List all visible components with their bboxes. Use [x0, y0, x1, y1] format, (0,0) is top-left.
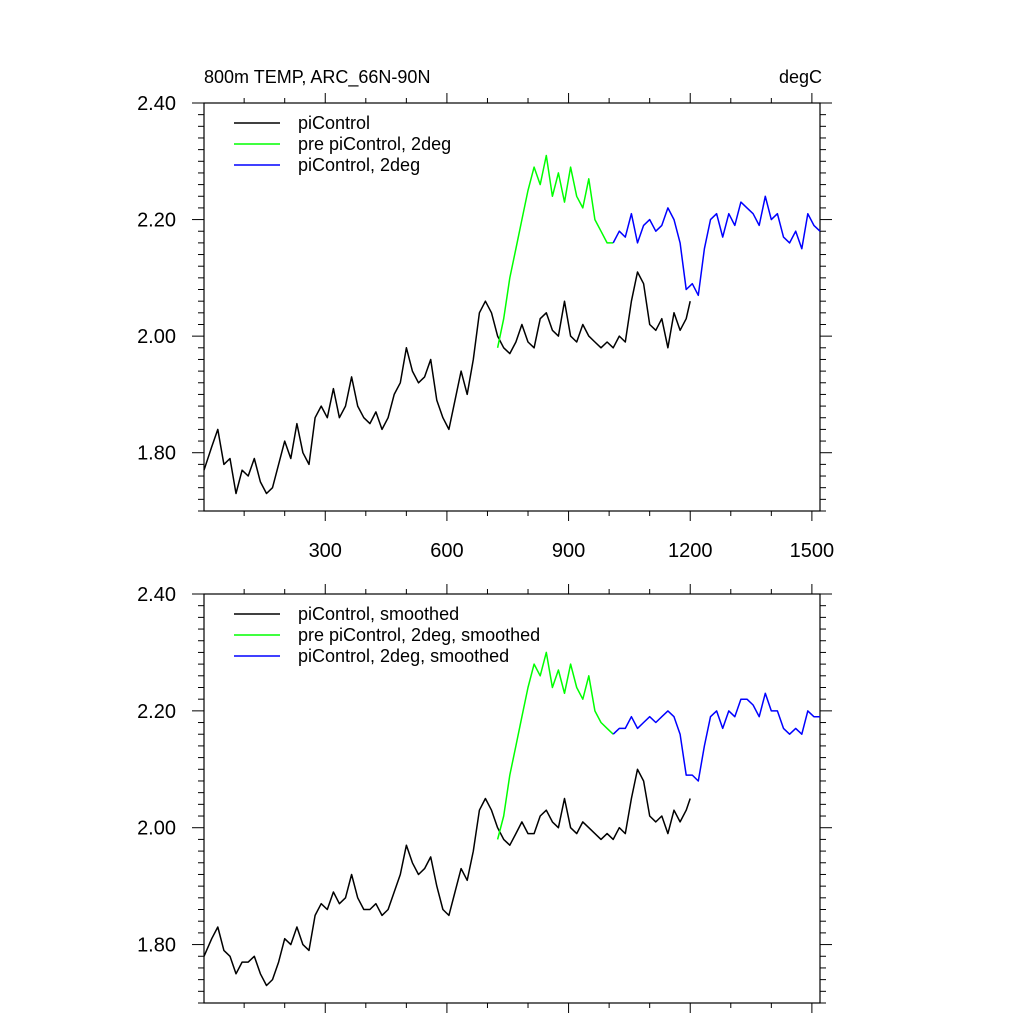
series-line-1 [203, 768, 691, 987]
y-tick-label: 2.00 [137, 326, 176, 348]
y-tick-label: 2.40 [137, 584, 176, 606]
y-tick-label: 1.80 [137, 443, 176, 465]
plot-frame [203, 102, 821, 512]
legend-label: piControl, smoothed [298, 604, 459, 624]
series-line-2 [496, 651, 614, 840]
plot-frame [203, 593, 821, 1004]
series-line-3 [612, 195, 821, 297]
legend-label: piControl [298, 113, 370, 133]
chart-title: 800m TEMP, ARC_66N-90N [204, 67, 430, 88]
x-tick-label: 900 [552, 540, 585, 562]
x-tick-label: 1200 [668, 540, 713, 562]
legend-label: pre piControl, 2deg, smoothed [298, 625, 540, 645]
legend-label: piControl, 2deg [298, 155, 420, 175]
legend-label: piControl, 2deg, smoothed [298, 646, 509, 666]
x-tick-label: 1500 [790, 540, 835, 562]
chart-units: degC [779, 67, 822, 87]
x-tick-label: 600 [430, 540, 463, 562]
y-tick-label: 1.80 [137, 935, 176, 957]
series-line-3 [612, 692, 820, 782]
y-tick-label: 2.20 [137, 210, 176, 232]
y-tick-label: 2.20 [137, 701, 176, 723]
x-tick-label: 300 [309, 540, 342, 562]
y-tick-label: 2.00 [137, 818, 176, 840]
legend-label: pre piControl, 2deg [298, 134, 451, 154]
series-line-2 [496, 154, 614, 348]
y-tick-label: 2.40 [137, 93, 176, 115]
series-line-1 [203, 271, 691, 495]
top-panel: 300 600 900 1200 1500 1.80 2.00 2.20 2.40 piContr… [137, 93, 834, 562]
